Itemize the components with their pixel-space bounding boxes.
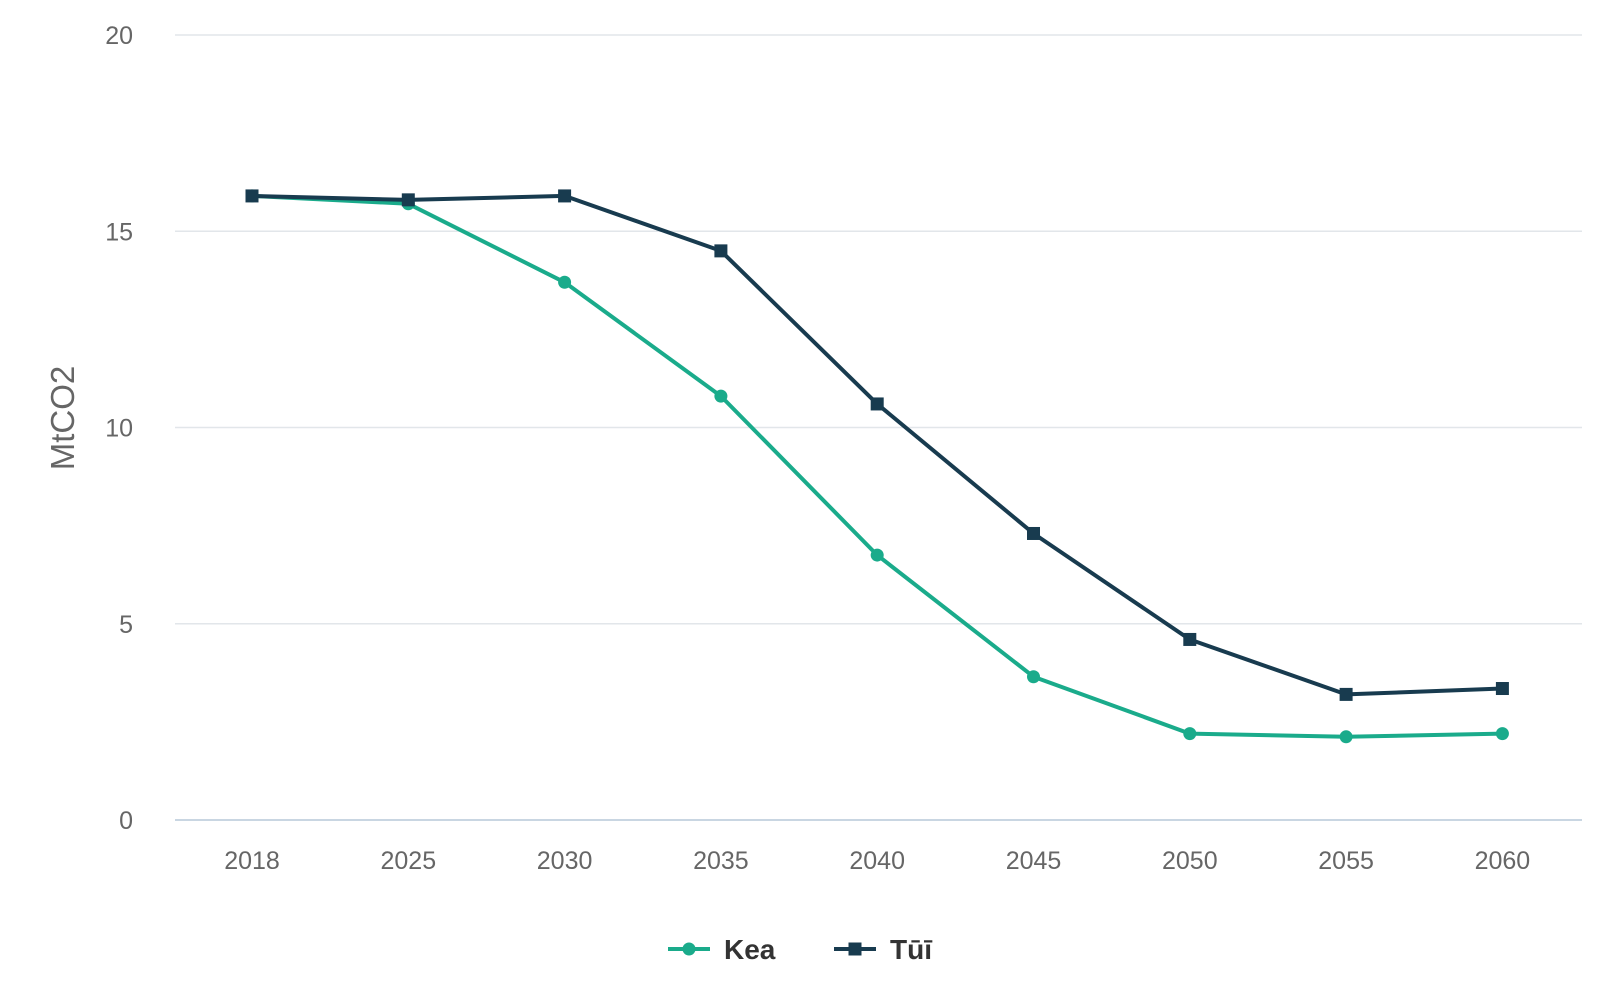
- y-tick-label: 5: [119, 611, 133, 639]
- legend-label: Tūī: [890, 934, 933, 965]
- data-point: [558, 189, 572, 203]
- x-tick-label: 2018: [224, 847, 280, 875]
- series-line: [250, 193, 1505, 697]
- x-tick-label: 2060: [1475, 847, 1531, 875]
- data-point: [870, 548, 884, 562]
- y-axis-ticks: 0 5 10 15 20: [105, 22, 133, 835]
- legend: Kea Tūī: [668, 934, 933, 965]
- y-tick-label: 15: [105, 218, 133, 246]
- data-point: [245, 189, 259, 203]
- legend-item: Tūī: [834, 934, 933, 965]
- data-point: [870, 397, 884, 411]
- legend-marker: [848, 942, 862, 956]
- data-point: [714, 389, 728, 403]
- series-lines: [245, 189, 1509, 744]
- series-line: [250, 193, 1505, 739]
- data-point: [1339, 687, 1353, 701]
- legend-label: Kea: [724, 934, 776, 965]
- data-point: [1495, 727, 1509, 741]
- x-tick-label: 2055: [1318, 847, 1374, 875]
- y-tick-label: 10: [105, 415, 133, 443]
- gridlines: [175, 34, 1582, 821]
- data-point: [558, 275, 572, 289]
- x-tick-label: 2040: [849, 847, 905, 875]
- data-point: [1027, 670, 1040, 684]
- data-point: [1339, 730, 1353, 744]
- series-2: [245, 189, 1509, 701]
- series-1: [245, 189, 1509, 744]
- legend-item: Kea: [668, 934, 776, 965]
- x-tick-label: 2050: [1162, 847, 1218, 875]
- x-axis-ticks: 2018 2025 2030 2035 2040 2045 2050 2055 2060: [224, 847, 1530, 875]
- legend-marker: [682, 942, 696, 956]
- data-point: [1183, 727, 1197, 741]
- y-tick-label: 20: [105, 22, 133, 50]
- data-point: [401, 193, 415, 207]
- x-tick-label: 2025: [380, 847, 436, 875]
- data-point: [1495, 682, 1509, 696]
- y-tick-label: 0: [119, 807, 133, 835]
- x-tick-label: 2030: [537, 847, 593, 875]
- y-axis-title: MtCO2: [44, 366, 81, 471]
- x-tick-label: 2035: [693, 847, 749, 875]
- data-point: [714, 244, 728, 258]
- x-tick-label: 2045: [1006, 847, 1062, 875]
- data-point: [1183, 632, 1197, 646]
- data-point: [1027, 526, 1040, 540]
